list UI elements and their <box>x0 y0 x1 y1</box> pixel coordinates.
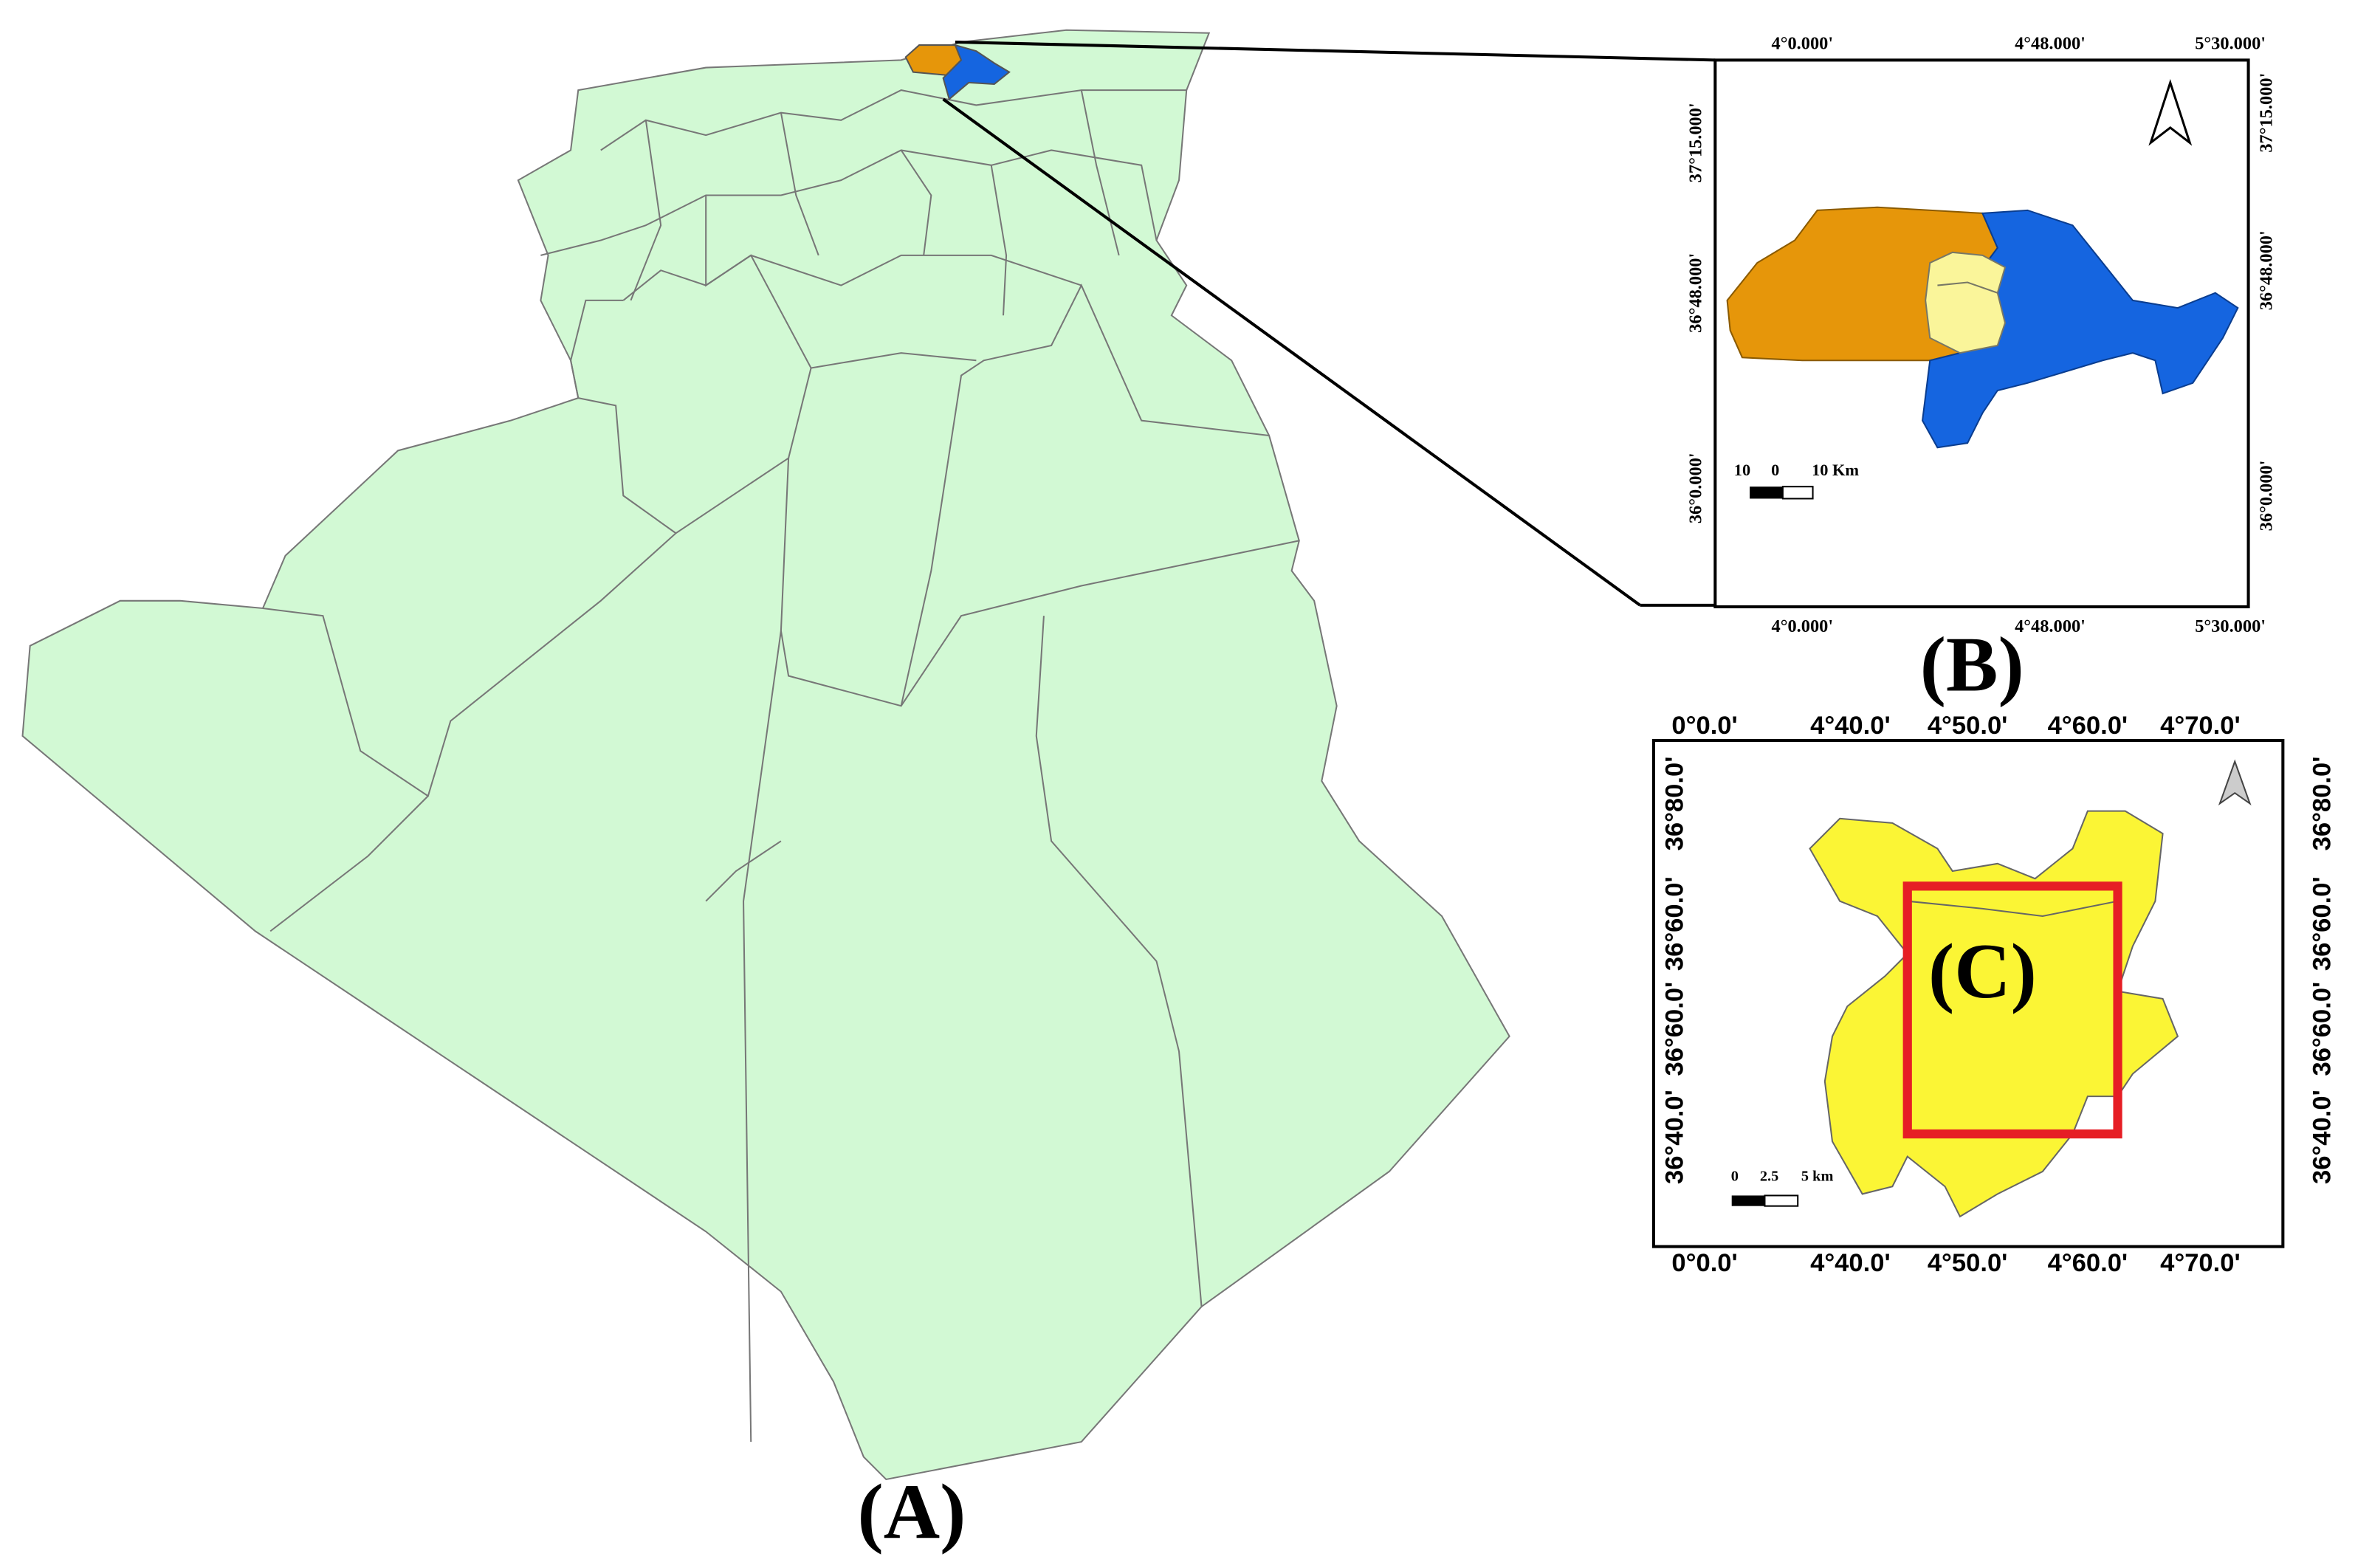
coordinate-label: 36°80.0' <box>1661 757 1689 851</box>
coordinate-label: 10 <box>1734 461 1750 479</box>
coordinate-label: 36°48.000' <box>1686 253 1706 333</box>
panel-c-map <box>1651 738 2285 1248</box>
panel-label: (B) <box>1920 622 2024 708</box>
coordinate-label: 0°0.0' <box>1671 712 1737 740</box>
coordinate-label: 4°0.000' <box>1771 616 1833 636</box>
coordinate-label: 5°30.000' <box>2195 616 2266 636</box>
coordinate-label: 4°40.0' <box>1810 712 1891 740</box>
zoom-lines <box>942 40 1716 607</box>
coordinate-label: 4°60.0' <box>2048 1249 2128 1277</box>
coordinate-label: 36°40.0' <box>2308 1090 2336 1184</box>
panel-label: (C) <box>1928 928 2037 1014</box>
coordinate-label: 0°0.0' <box>1671 1249 1737 1277</box>
coordinate-label: 5°30.000' <box>2195 34 2266 54</box>
coordinate-label: 4°70.0' <box>2160 712 2241 740</box>
coordinate-label: 36°0.000' <box>1686 453 1706 523</box>
coordinate-label: 4°48.000' <box>2015 34 2086 54</box>
coordinate-label: 4°70.0' <box>2160 1249 2241 1277</box>
coordinate-label: 36°60.0' <box>2308 876 2336 971</box>
coordinate-label: 4°50.0' <box>1928 712 2008 740</box>
coordinate-label: 4°48.000' <box>2015 616 2086 636</box>
coordinate-label: 4°60.0' <box>2048 712 2128 740</box>
coordinate-label: 4°50.0' <box>1928 1249 2008 1277</box>
coordinate-label: 36°60.0' <box>1661 982 1689 1076</box>
coordinate-label: 4°0.000' <box>1771 34 1833 54</box>
coordinate-label: 4°40.0' <box>1810 1249 1891 1277</box>
coordinate-label: 37°15.000' <box>2257 73 2277 153</box>
coordinate-label: 36°80.0' <box>2308 757 2336 851</box>
coordinate-label: 0 <box>1731 1169 1739 1185</box>
coordinate-label: 36°0.000' <box>2257 460 2277 531</box>
coordinate-label: 37°15.000' <box>1686 103 1706 182</box>
panel-label: (A) <box>857 1468 966 1555</box>
coordinate-label: 36°60.0' <box>2308 982 2336 1076</box>
coordinate-label: 10 Km <box>1812 461 1859 479</box>
coordinate-label: 2.5 <box>1760 1169 1778 1185</box>
coordinate-label: 0 <box>1771 461 1779 479</box>
algeria-map <box>21 29 1510 1481</box>
panel-b-map <box>1713 58 2250 608</box>
coordinate-label: 36°60.0' <box>1661 876 1689 971</box>
coordinate-label: 5 km <box>1801 1169 1834 1185</box>
coordinate-label: 36°48.000' <box>2257 230 2277 310</box>
coordinate-label: 36°40.0' <box>1661 1090 1689 1184</box>
